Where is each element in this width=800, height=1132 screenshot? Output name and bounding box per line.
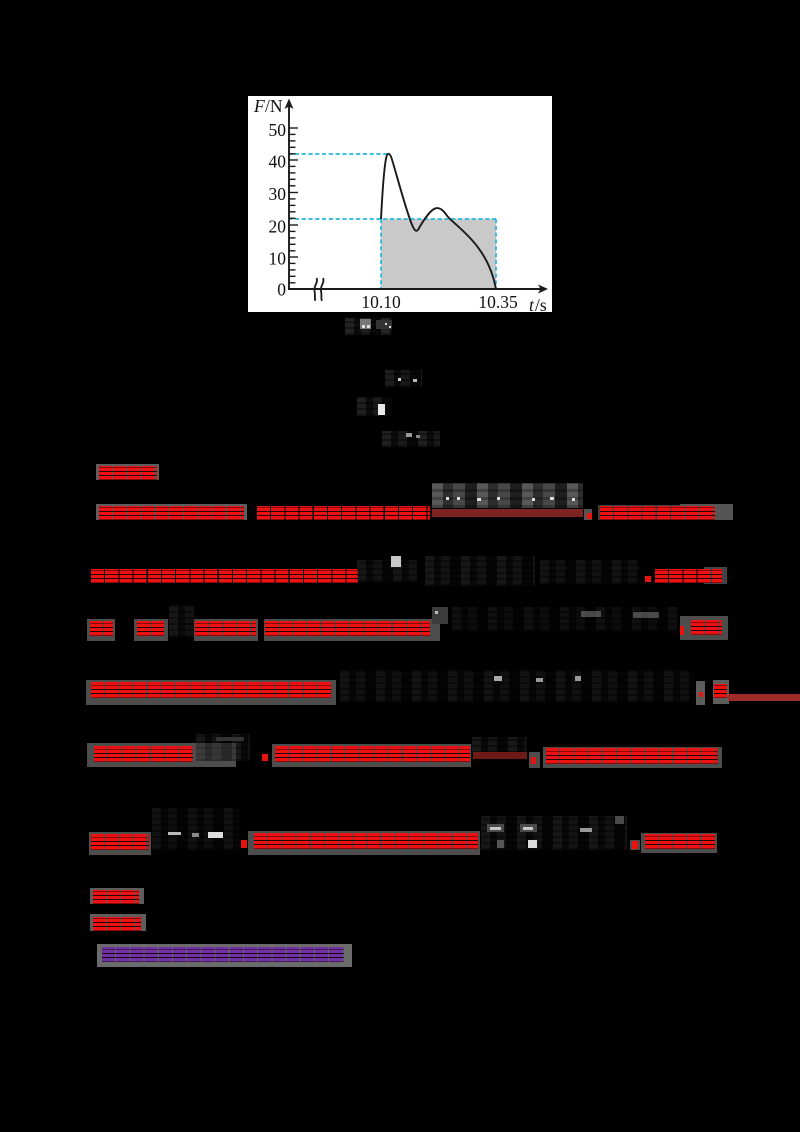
- svg-text:/s: /s: [535, 295, 547, 312]
- svg-text:30: 30: [269, 184, 287, 204]
- svg-text:0: 0: [277, 280, 286, 300]
- svg-text:40: 40: [269, 152, 287, 172]
- svg-text:F: F: [253, 96, 265, 116]
- svg-text:50: 50: [269, 120, 287, 140]
- svg-text:10.35: 10.35: [478, 292, 518, 312]
- svg-text:t: t: [529, 295, 535, 312]
- svg-text:10: 10: [269, 249, 287, 269]
- svg-text:10.10: 10.10: [361, 292, 401, 312]
- svg-text:/N: /N: [265, 96, 283, 116]
- svg-text:20: 20: [269, 217, 287, 237]
